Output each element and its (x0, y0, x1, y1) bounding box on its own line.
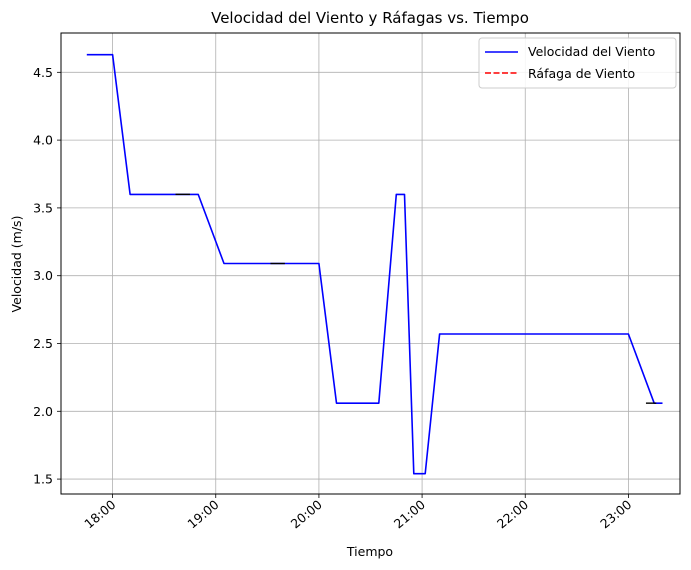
y-tick-label: 4.5 (33, 65, 53, 80)
y-tick-label: 3.5 (33, 200, 53, 215)
y-axis-title: Velocidad (m/s) (9, 216, 24, 313)
legend-box (478, 37, 677, 89)
y-tick-label: 2.0 (33, 404, 53, 419)
chart-title: Velocidad del Viento y Ráfagas vs. Tiemp… (211, 9, 529, 27)
series-line-0 (86, 53, 663, 475)
y-axis: 1.5 2.0 2.5 3.0 3.5 4.0 4.5 (33, 65, 61, 487)
series-layer (86, 53, 663, 475)
legend-label-wind-gust: Ráfaga de Viento (528, 66, 635, 81)
plot-frame (60, 32, 681, 495)
x-axis-title: Tiempo (346, 544, 393, 559)
y-tick-label: 1.5 (33, 472, 53, 487)
legend-label-wind-speed: Velocidad del Viento (528, 44, 655, 59)
legend: Velocidad del Viento Ráfaga de Viento (478, 37, 677, 89)
y-tick-label: 3.0 (33, 268, 53, 283)
y-tick-label: 4.0 (33, 133, 53, 148)
y-tick-label: 2.5 (33, 336, 53, 351)
